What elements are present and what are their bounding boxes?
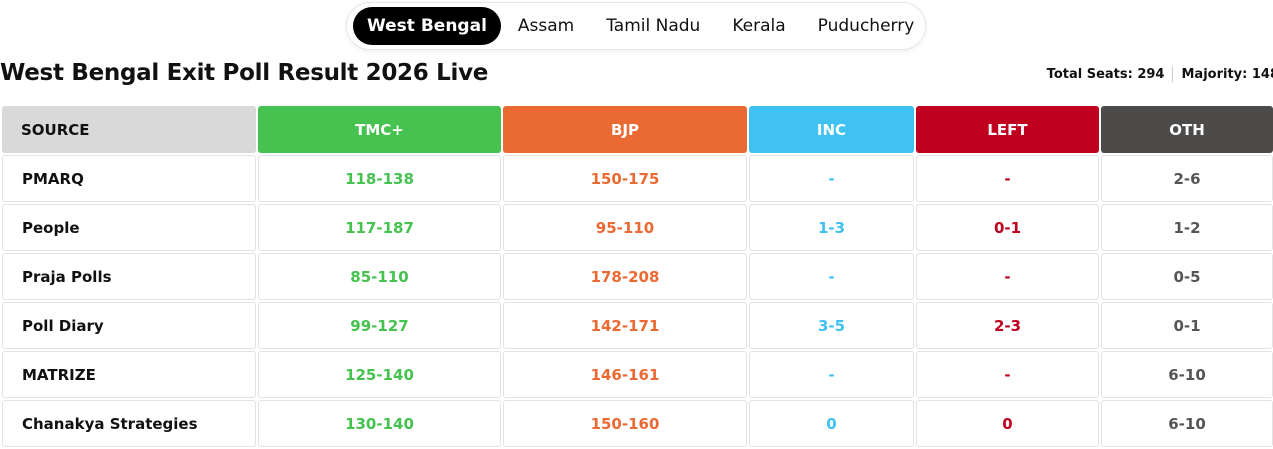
inc-cell: 3-5 [749, 302, 914, 349]
bjp-cell: 150-160 [503, 400, 747, 447]
inc-cell: - [749, 253, 914, 300]
divider [1172, 66, 1174, 82]
inc-cell: 0 [749, 400, 914, 447]
tmc-cell: 125-140 [258, 351, 501, 398]
tmc-cell: 117-187 [258, 204, 501, 251]
header-oth: OTH [1101, 106, 1273, 153]
bjp-cell: 95-110 [503, 204, 747, 251]
page-title: West Bengal Exit Poll Result 2026 Live [0, 60, 489, 86]
exit-poll-table: SOURCE TMC+ BJP INC LEFT OTH PMARQ 118-1… [0, 104, 1273, 449]
header-inc: INC [749, 106, 914, 153]
source-cell: Praja Polls [2, 253, 256, 300]
tmc-cell: 118-138 [258, 155, 501, 202]
left-cell: 2-3 [916, 302, 1099, 349]
header-tmc: TMC+ [258, 106, 501, 153]
table-row: PMARQ 118-138 150-175 - - 2-6 [2, 155, 1273, 202]
source-cell: Chanakya Strategies [2, 400, 256, 447]
source-cell: Poll Diary [2, 302, 256, 349]
oth-cell: 1-2 [1101, 204, 1273, 251]
bjp-cell: 150-175 [503, 155, 747, 202]
tab-puducherry[interactable]: Puducherry [817, 16, 915, 36]
tab-assam[interactable]: Assam [517, 16, 575, 36]
header-bjp: BJP [503, 106, 747, 153]
tmc-cell: 99-127 [258, 302, 501, 349]
table-header-row: SOURCE TMC+ BJP INC LEFT OTH [2, 106, 1273, 153]
left-cell: - [916, 253, 1099, 300]
table-row: Praja Polls 85-110 178-208 - - 0-5 [2, 253, 1273, 300]
left-cell: - [916, 155, 1099, 202]
left-cell: 0 [916, 400, 1099, 447]
table-row: Chanakya Strategies 130-140 150-160 0 0 … [2, 400, 1273, 447]
inc-cell: - [749, 155, 914, 202]
tab-west-bengal[interactable]: West Bengal [353, 7, 501, 45]
oth-cell: 6-10 [1101, 400, 1273, 447]
left-cell: 0-1 [916, 204, 1099, 251]
left-cell: - [916, 351, 1099, 398]
tmc-cell: 85-110 [258, 253, 501, 300]
oth-cell: 6-10 [1101, 351, 1273, 398]
seat-summary: Total Seats: 294 Majority: 148 [1047, 66, 1273, 82]
table-row: People 117-187 95-110 1-3 0-1 1-2 [2, 204, 1273, 251]
oth-cell: 0-5 [1101, 253, 1273, 300]
inc-cell: - [749, 351, 914, 398]
bjp-cell: 178-208 [503, 253, 747, 300]
bjp-cell: 146-161 [503, 351, 747, 398]
source-cell: PMARQ [2, 155, 256, 202]
table-row: MATRIZE 125-140 146-161 - - 6-10 [2, 351, 1273, 398]
tmc-cell: 130-140 [258, 400, 501, 447]
source-cell: MATRIZE [2, 351, 256, 398]
source-cell: People [2, 204, 256, 251]
oth-cell: 0-1 [1101, 302, 1273, 349]
oth-cell: 2-6 [1101, 155, 1273, 202]
bjp-cell: 142-171 [503, 302, 747, 349]
header-left: LEFT [916, 106, 1099, 153]
header-source: SOURCE [2, 106, 256, 153]
state-tabs: West Bengal Assam Tamil Nadu Kerala Pudu… [346, 2, 926, 50]
total-seats: Total Seats: 294 [1046, 66, 1165, 82]
inc-cell: 1-3 [749, 204, 914, 251]
table-row: Poll Diary 99-127 142-171 3-5 2-3 0-1 [2, 302, 1273, 349]
tab-kerala[interactable]: Kerala [732, 16, 786, 36]
tab-tamil-nadu[interactable]: Tamil Nadu [606, 16, 701, 36]
majority: Majority: 148 [1181, 66, 1273, 82]
